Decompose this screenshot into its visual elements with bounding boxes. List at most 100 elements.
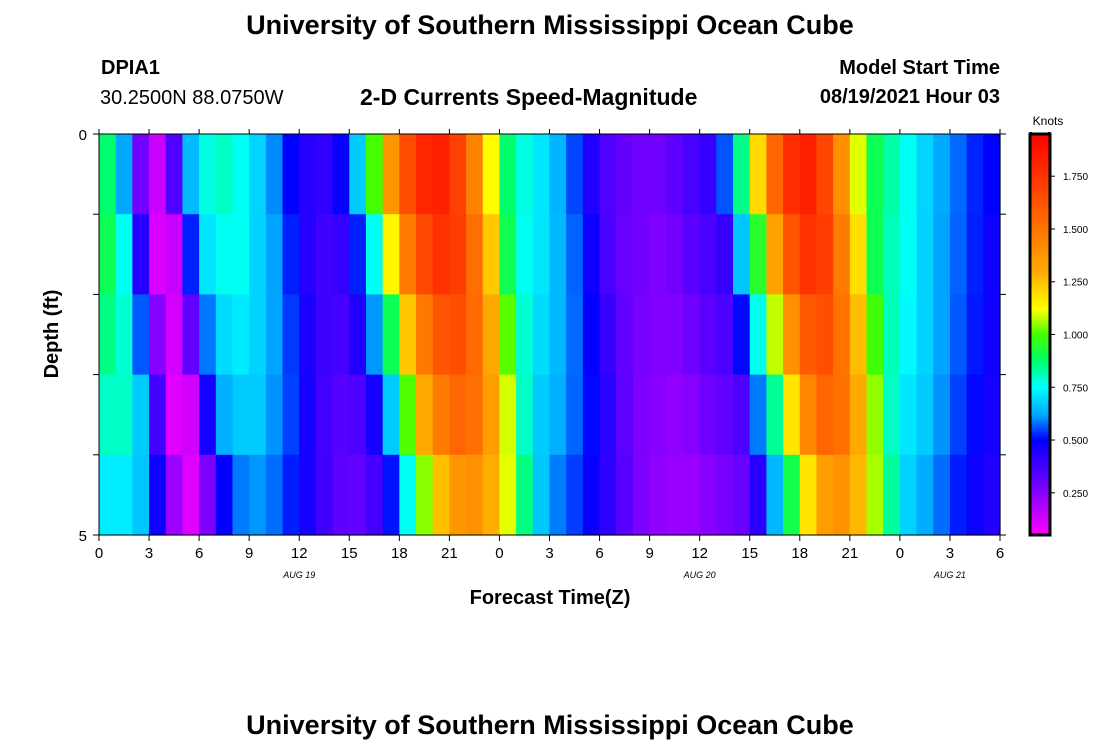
- heatmap-cell: [582, 294, 601, 376]
- heatmap-cell: [966, 134, 984, 215]
- heatmap-cell: [115, 454, 133, 536]
- x-tick-label: 9: [245, 545, 253, 562]
- heatmap-cell: [482, 294, 501, 376]
- heatmap-cell: [249, 294, 267, 376]
- heatmap-cell: [466, 454, 484, 536]
- heatmap-cell: [566, 214, 584, 295]
- x-tick-label: 12: [291, 545, 308, 562]
- heatmap-cell: [933, 214, 951, 295]
- colorbar-ticks: 0.250 0.500 0.750 1.000 1.250 1.500 1.750: [1050, 172, 1088, 500]
- heatmap-cell: [132, 134, 150, 215]
- heatmap-cell: [299, 374, 317, 456]
- heatmap-cell: [99, 374, 117, 456]
- x-axis-ticks: 0 3 6 9 12 15 18 21 0 3 6 9 12 15 18 21 0 3 6: [95, 129, 1004, 562]
- heatmap-cell: [966, 454, 984, 536]
- heatmap-cell: [215, 214, 234, 295]
- heatmap-cell: [649, 294, 667, 376]
- heatmap-cell: [449, 134, 467, 215]
- heatmap-cell: [315, 374, 334, 456]
- heatmap-cell: [816, 134, 834, 215]
- station-location: 30.2500N 88.0750W: [100, 87, 284, 109]
- heatmap-cell: [182, 294, 200, 376]
- heatmap-cell: [749, 134, 768, 215]
- heatmap-cell: [416, 134, 434, 215]
- heatmap-cell: [883, 294, 901, 376]
- x-tick-label: 3: [946, 545, 954, 562]
- heatmap-cell: [516, 374, 534, 456]
- x-tick-label: 21: [441, 545, 458, 562]
- heatmap-cell: [365, 134, 384, 215]
- x-tick-label: 18: [791, 545, 808, 562]
- heatmap-cell: [482, 454, 501, 536]
- heatmap-cell: [849, 294, 868, 376]
- heatmap-cell: [382, 294, 400, 376]
- heatmap-cell: [733, 214, 751, 295]
- heatmap-cell: [232, 454, 250, 536]
- heatmap-cell: [949, 214, 968, 295]
- heatmap-cell: [265, 374, 284, 456]
- x-tick-label: 15: [341, 545, 358, 562]
- heatmap-cell: [816, 454, 834, 536]
- heatmap-cell: [282, 134, 300, 215]
- heatmap-cell: [849, 374, 868, 456]
- heatmap-cell: [365, 374, 384, 456]
- heatmap-cell: [149, 134, 167, 215]
- heatmap-cell: [632, 214, 651, 295]
- heatmap-cell: [833, 454, 851, 536]
- x-tick-label: 21: [841, 545, 858, 562]
- heatmap-cell: [766, 214, 784, 295]
- heatmap-cell: [899, 454, 918, 536]
- heatmap-cell: [599, 214, 617, 295]
- heatmap-cell: [866, 294, 884, 376]
- heatmap-cell: [566, 294, 584, 376]
- y-axis-ticks: 05: [79, 127, 1006, 545]
- heatmap-cell: [616, 374, 634, 456]
- x-axis-label: Forecast Time(Z): [470, 587, 631, 609]
- heatmap-cell: [182, 374, 200, 456]
- heatmap-cell: [199, 214, 217, 295]
- heatmap-cell: [349, 454, 367, 536]
- heatmap-cell: [99, 134, 117, 215]
- heatmap-cell: [799, 134, 818, 215]
- colorbar-tick-label: 1.750: [1063, 172, 1088, 183]
- heatmap-cell: [199, 294, 217, 376]
- heatmap-cell: [416, 294, 434, 376]
- heatmap-cell: [482, 134, 501, 215]
- heatmap-cell: [949, 134, 968, 215]
- heatmap-cell: [449, 374, 467, 456]
- heatmap-cell: [215, 294, 234, 376]
- heatmap-cell: [866, 134, 884, 215]
- heatmap-cell: [833, 374, 851, 456]
- heatmap-cell: [933, 374, 951, 456]
- heatmap-cell: [816, 374, 834, 456]
- model-start-time: 08/19/2021 Hour 03: [819, 86, 1000, 108]
- heatmap-cell: [849, 214, 868, 295]
- heatmap-cell: [315, 214, 334, 295]
- heatmap-cell: [215, 374, 234, 456]
- heatmap-cell: [332, 134, 350, 215]
- heatmap-cell: [883, 214, 901, 295]
- heatmap-cell: [566, 134, 584, 215]
- heatmap-cell: [299, 294, 317, 376]
- x-tick-label: 12: [691, 545, 708, 562]
- heatmap-cell: [182, 454, 200, 536]
- heatmap-cell: [916, 134, 934, 215]
- heatmap-cell: [699, 134, 717, 215]
- heatmap-cell: [232, 214, 250, 295]
- heatmap-cell: [182, 214, 200, 295]
- heatmap-cell: [482, 214, 501, 295]
- heatmap-cell: [833, 134, 851, 215]
- heatmap-cell: [666, 214, 684, 295]
- heatmap-cell: [733, 134, 751, 215]
- heatmap-cell: [783, 134, 801, 215]
- heatmap-cell: [716, 374, 734, 456]
- heatmap-cell: [332, 454, 350, 536]
- heatmap-cell: [499, 134, 517, 215]
- heatmap-cell: [983, 374, 1001, 456]
- heatmap-cell: [766, 454, 784, 536]
- heatmap-cell: [399, 294, 417, 376]
- heatmap-cell: [332, 214, 350, 295]
- heatmap-cell: [749, 374, 768, 456]
- heatmap-cell: [532, 454, 551, 536]
- heatmap-cell: [299, 214, 317, 295]
